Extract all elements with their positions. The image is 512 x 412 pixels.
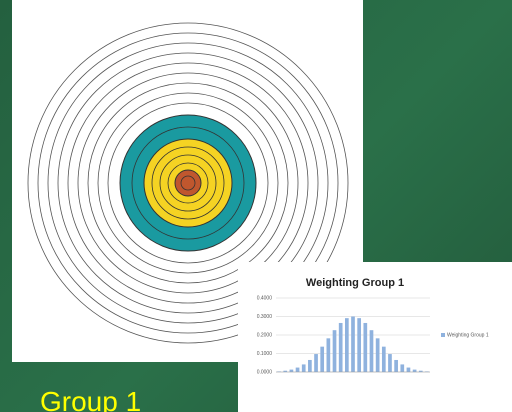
y-tick-label: 0.3000: [257, 314, 273, 320]
bar: [338, 322, 343, 372]
bar: [375, 338, 380, 372]
y-tick-label: 0.0000: [257, 369, 273, 375]
bar: [406, 367, 411, 372]
bar: [289, 369, 294, 372]
bar: [332, 330, 337, 372]
bar: [388, 354, 392, 372]
bar: [283, 370, 288, 372]
bar: [369, 330, 374, 372]
y-tick-label: 0.2000: [257, 332, 273, 338]
bar: [351, 316, 355, 372]
bar: [381, 346, 386, 372]
bar: [394, 359, 398, 372]
caption: Group 1: [40, 386, 142, 412]
center: [174, 169, 202, 197]
ring: [180, 175, 196, 191]
ring: [151, 146, 225, 220]
ring: [131, 126, 245, 240]
bar: [344, 318, 349, 372]
legend-swatch: [441, 333, 445, 337]
bar: [363, 322, 368, 372]
bar: [320, 346, 325, 372]
chart: Weighting Group 1 0.0000 0.1000 0.2000 0.30…: [238, 262, 512, 412]
ring: [167, 162, 209, 204]
bar: [418, 370, 423, 372]
bar: [357, 318, 362, 372]
bar: [412, 369, 417, 372]
legend-label: Weighting Group 1: [447, 332, 489, 338]
y-tick-label: 0.1000: [257, 351, 273, 357]
chart-title: Weighting Group 1: [306, 277, 404, 289]
bar: [314, 354, 318, 372]
bar: [301, 364, 306, 372]
bar: [295, 367, 300, 372]
bar: [400, 364, 405, 372]
ring: [159, 154, 217, 212]
bar: [326, 338, 331, 372]
y-tick-label: 0.4000: [257, 295, 273, 301]
target-diagram: [12, 0, 363, 362]
bar: [308, 359, 312, 372]
rings: [27, 22, 349, 344]
